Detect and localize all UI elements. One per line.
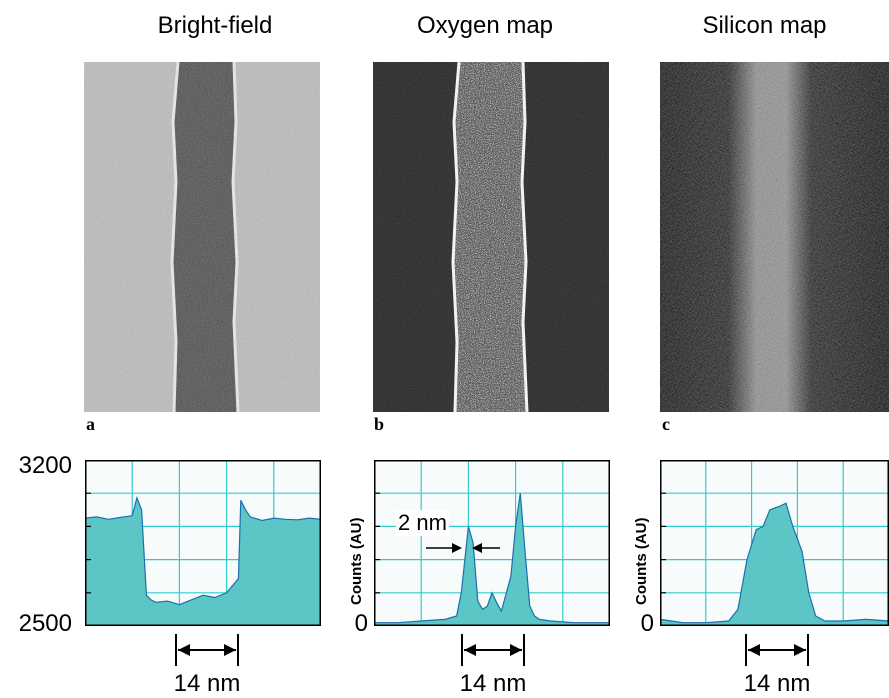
panel-letter-a: a [86,414,95,434]
panel-letter-b: b [374,414,385,434]
plot-a [85,460,321,626]
y-tick-2500: 2500 [18,610,72,637]
plot-b-line [374,493,610,624]
scale-bar-a [175,634,239,666]
plot-b-svg [374,460,610,626]
y-axis-label-b: Counts (AU) [348,517,365,605]
plot-c-svg [660,460,889,626]
bright-field-micrograph [84,62,320,412]
scale-label-a: 14 nm [173,670,241,697]
scale-label-c: 14 nm [743,670,811,697]
y-axis-label-c: Counts (AU) [633,517,650,605]
annotation-2nm: 2 nm [396,510,449,536]
plot-a-svg [85,460,321,626]
title-bright-field: Bright-field [157,12,273,39]
plot-a-area [85,497,321,626]
y-tick-3200: 3200 [18,452,72,479]
plot-c-line [660,502,889,624]
scale-bar-b [461,634,525,666]
silicon-micrograph [660,62,889,412]
plot-c [660,460,889,626]
scale-bar-c [745,634,809,666]
title-oxygen-map: Oxygen map [416,12,554,39]
y-tick-zero-c: 0 [640,610,654,637]
annotation-2nm-arrows [426,543,500,553]
plot-b [374,460,610,626]
plot-b-area [374,493,610,626]
plot-c-frame [660,460,889,626]
plot-a-frame [85,460,321,626]
panel-letter-c: c [662,414,670,434]
scale-label-b: 14 nm [459,670,527,697]
plot-b-frame [374,460,610,626]
title-silicon-map: Silicon map [702,12,827,39]
plot-a-line [85,495,321,606]
oxygen-micrograph [373,62,609,412]
plot-c-area [660,503,889,626]
y-tick-zero-b: 0 [354,610,368,637]
